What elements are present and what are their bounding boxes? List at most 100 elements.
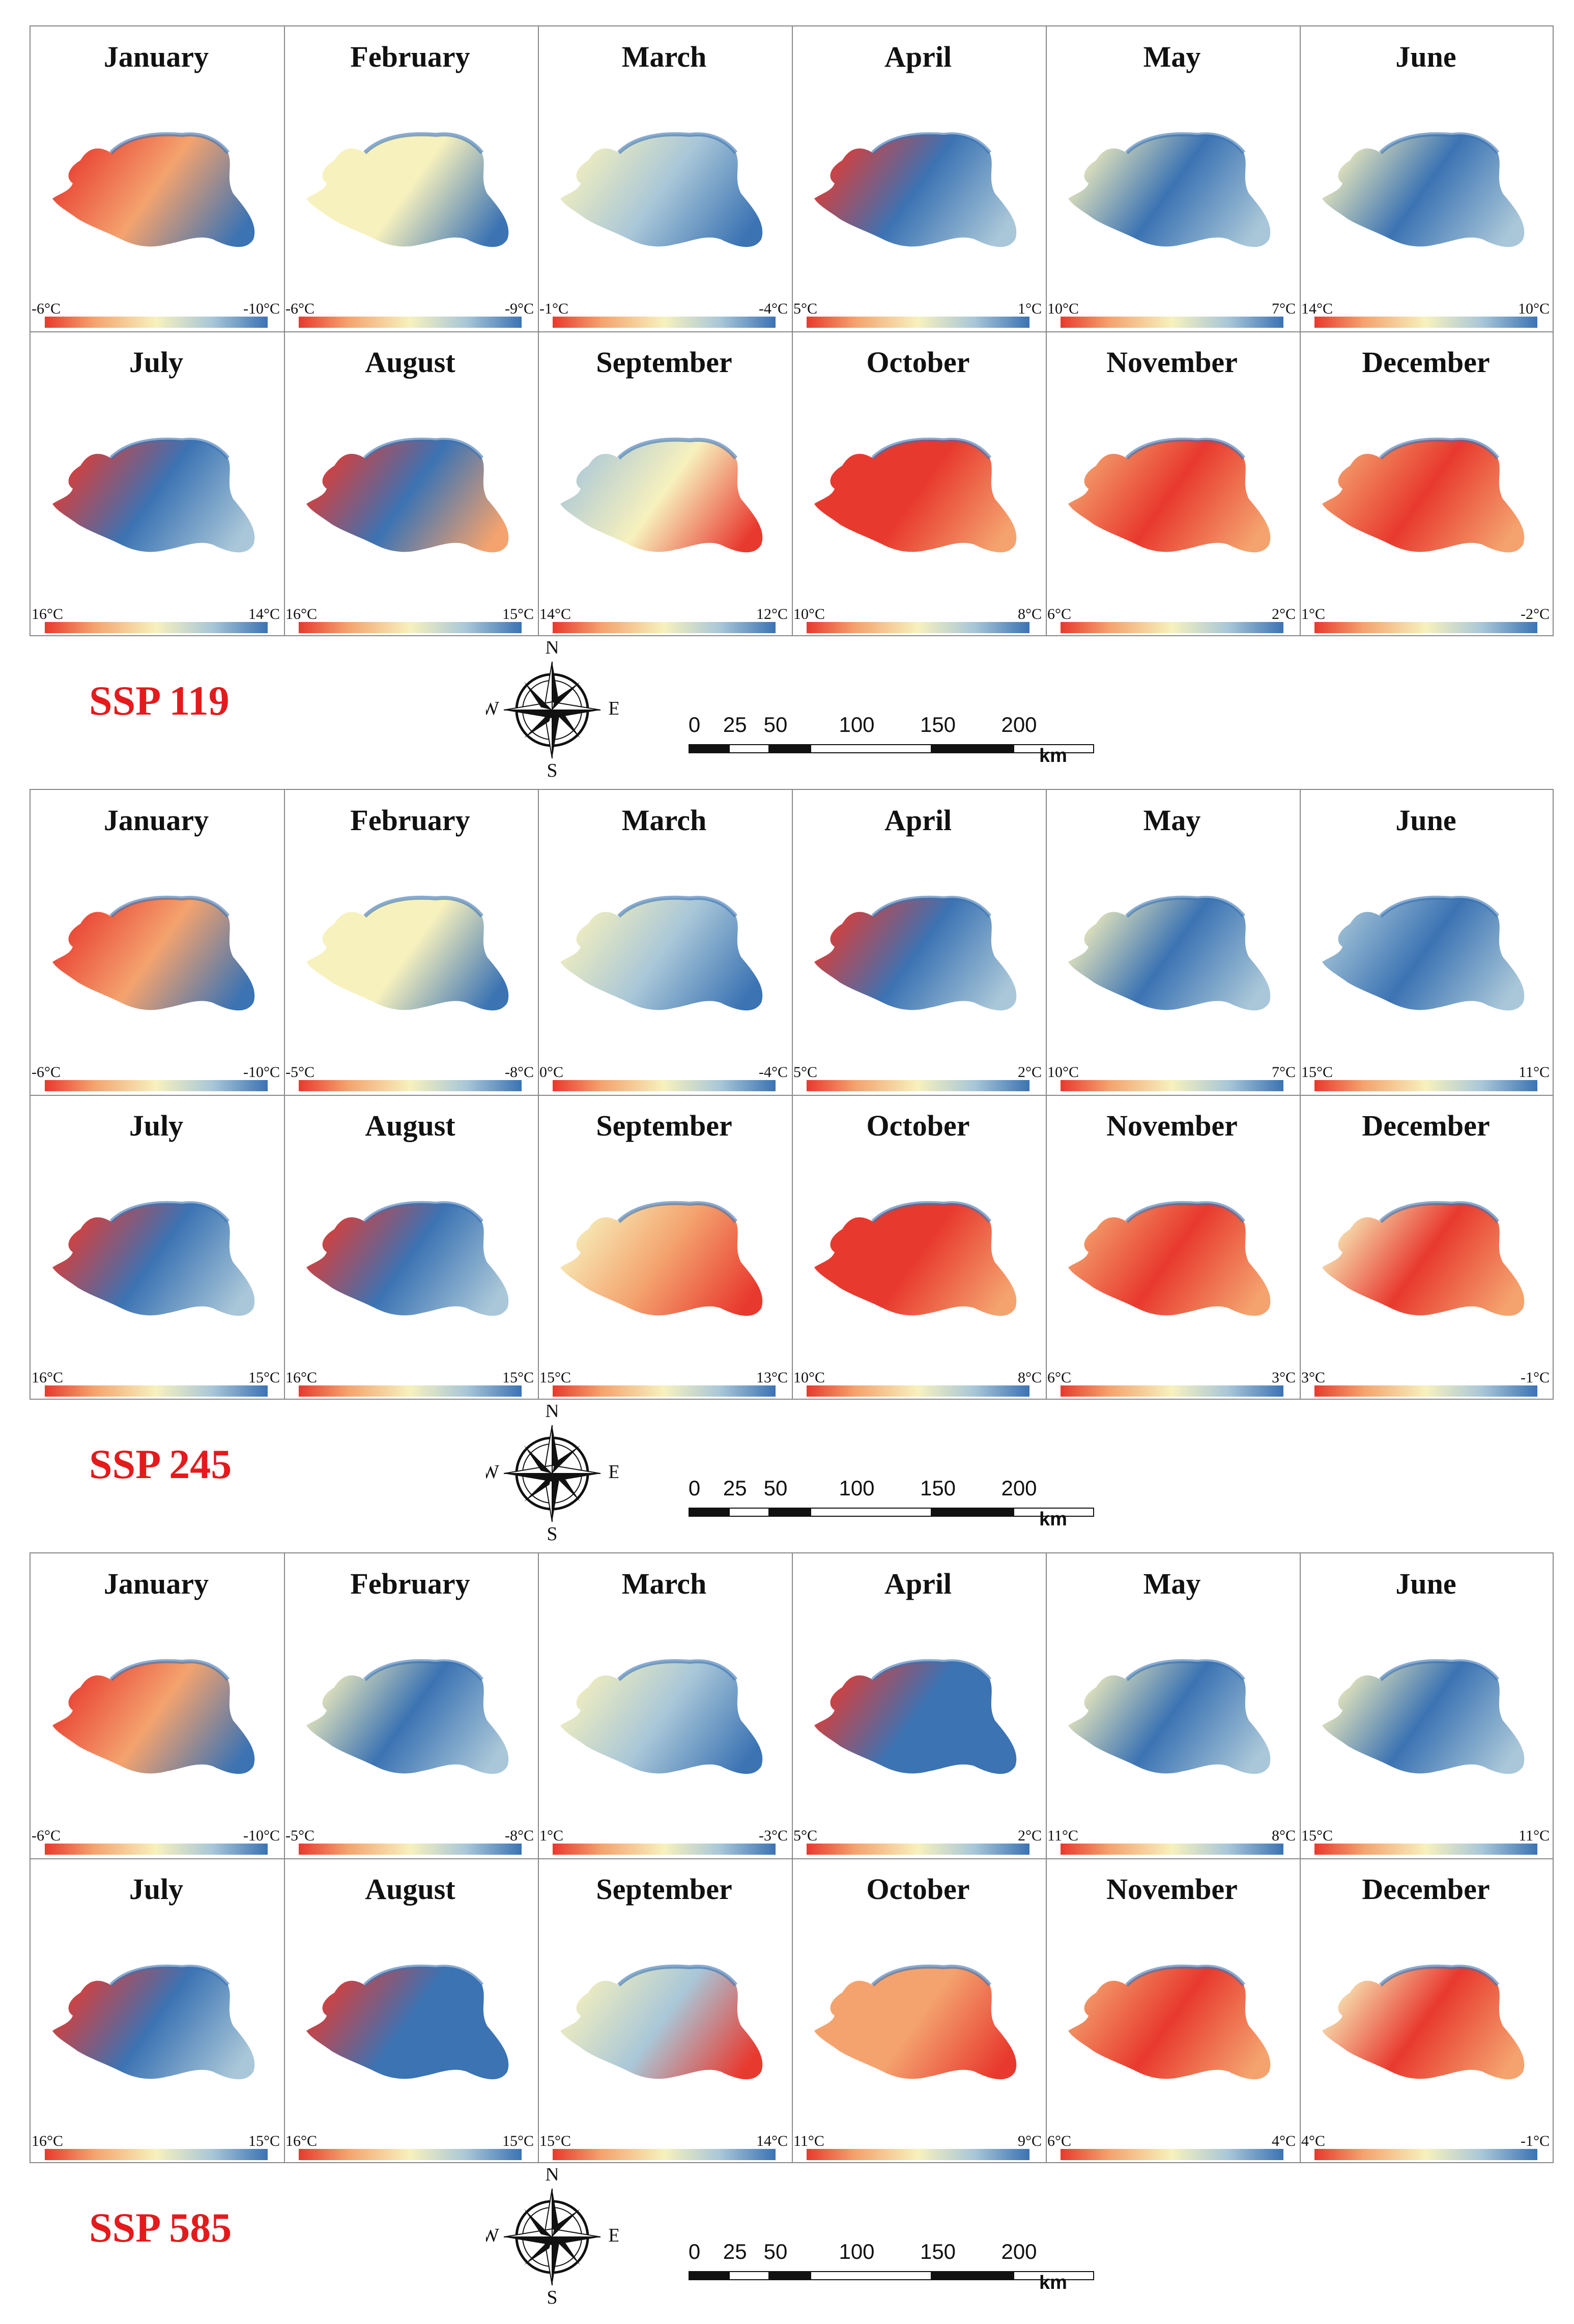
month-title: February: [350, 804, 470, 837]
scale-tick-label: 0: [688, 713, 701, 736]
legend-max-label: -9°C: [505, 300, 534, 317]
legend-min-label: -6°C: [32, 1827, 61, 1844]
month-panel: March 0°C -4°C: [537, 789, 791, 1094]
legend-min-label: 14°C: [1301, 300, 1333, 317]
lake-shape: [52, 134, 255, 247]
legend-color-bar: [299, 1844, 522, 1855]
legend-color-bar: [553, 317, 776, 328]
compass-point: [552, 1464, 601, 1474]
panel-grid: [30, 1552, 1554, 2163]
lake-north-shore: [363, 1964, 484, 1987]
lake-shape: [306, 897, 509, 1011]
lake-temperature-map: [52, 1201, 255, 1316]
lake-temperature-map: [560, 437, 763, 553]
legend-color-bar: [299, 1385, 522, 1397]
scale-tick-label: 200: [1001, 713, 1037, 736]
lake-temperature-map: [52, 1659, 255, 1774]
lake-north-shore: [109, 1201, 230, 1223]
legend-min-label: 16°C: [32, 1369, 64, 1386]
month-title: September: [596, 1109, 732, 1142]
grid-divider: [792, 26, 793, 635]
lake-temperature-map: [306, 1201, 509, 1316]
scale-tick-label: 25: [723, 1476, 747, 1500]
compass-letter-n: N: [545, 641, 559, 658]
lake-temperature-map: [1322, 132, 1525, 247]
legend-max-label: -1°C: [1521, 1369, 1550, 1386]
month-panel: August 16°C 15°C: [283, 1094, 537, 1400]
legend-color-bar: [553, 1385, 776, 1397]
north-arrow-compass: N E S W: [486, 1405, 618, 1542]
grid-divider: [538, 1553, 539, 2162]
legend-min-label: 10°C: [1047, 1064, 1079, 1081]
legend-max-label: -10°C: [243, 1827, 280, 1844]
compass-point: [524, 1473, 552, 1501]
month-panel: January -6°C -10°C: [30, 789, 283, 1094]
scale-tick-label: 150: [920, 1476, 956, 1500]
legend-max-label: -3°C: [759, 1827, 788, 1844]
compass-point: [552, 1473, 560, 1522]
compass-point: [524, 1446, 552, 1473]
lake-shape: [1322, 1661, 1525, 1774]
legend-color-bar: [807, 1844, 1029, 1855]
month-title: November: [1106, 1873, 1238, 1906]
legend-color-bar: [1314, 622, 1537, 633]
lake-shape: [306, 1661, 509, 1774]
scenario-block: January -6°C -10°C February -5°C -8°C March 0°C…: [0, 789, 1574, 1552]
month-panel: December 1°C -2°C: [1299, 331, 1553, 636]
scale-segment: [688, 2271, 729, 2280]
lake-shape: [814, 439, 1017, 553]
month-panel: September 15°C 14°C: [537, 1858, 791, 2163]
legend-max-label: -2°C: [1521, 606, 1550, 622]
lake-shape: [560, 1966, 763, 2080]
scale-tick-label: 50: [763, 2240, 788, 2263]
lake-shape: [306, 439, 509, 553]
scale-segment: [810, 1508, 932, 1517]
compass-point: [552, 682, 580, 710]
compass-point: [552, 1473, 580, 1501]
legend-min-label: 0°C: [539, 1064, 564, 1081]
lake-north-shore: [871, 132, 992, 154]
month-title: March: [621, 1567, 707, 1600]
lake-north-shore: [871, 1659, 992, 1681]
legend-max-label: 15°C: [502, 2133, 534, 2149]
legend-color-bar: [45, 317, 268, 328]
grid-divider: [1300, 26, 1301, 635]
month-panel: January -6°C -10°C: [30, 1552, 283, 1858]
lake-shape: [52, 1203, 255, 1316]
lake-temperature-map: [1322, 437, 1525, 553]
legend-min-label: 5°C: [793, 1827, 818, 1844]
month-panel: February -5°C -8°C: [283, 789, 537, 1094]
month-panel: April 5°C 2°C: [791, 1552, 1045, 1858]
legend-max-label: 15°C: [502, 606, 534, 622]
legend-max-label: 7°C: [1271, 1064, 1296, 1081]
scale-segment: [729, 2271, 769, 2280]
legend-color-bar: [807, 1080, 1029, 1091]
month-panel: December 4°C -1°C: [1299, 1858, 1553, 2163]
grid-divider: [1046, 26, 1047, 635]
month-panel: February -6°C -9°C: [283, 25, 537, 331]
legend-max-label: -10°C: [243, 1064, 280, 1081]
legend-min-label: 6°C: [1047, 606, 1072, 622]
compass-letter-w: W: [486, 698, 499, 719]
lake-shape: [814, 897, 1017, 1011]
lake-north-shore: [1379, 1201, 1500, 1223]
lake-temperature-map: [814, 437, 1017, 553]
lake-north-shore: [109, 437, 230, 460]
legend-max-label: 10°C: [1518, 300, 1550, 317]
grid-divider: [792, 790, 793, 1399]
lake-shape: [1068, 1966, 1271, 2080]
lake-north-shore: [1125, 132, 1246, 154]
legend-max-label: 8°C: [1017, 1369, 1042, 1386]
scale-tick-label: 50: [763, 713, 788, 736]
compass-letter-s: S: [547, 2287, 557, 2306]
legend-color-bar: [1314, 2149, 1537, 2160]
legend-color-bar: [45, 622, 268, 633]
compass-letter-w: W: [486, 2225, 499, 2246]
grid-divider: [1300, 790, 1301, 1399]
lake-north-shore: [363, 1659, 484, 1681]
lake-shape: [814, 1203, 1017, 1316]
scale-segment: [769, 2271, 810, 2280]
compass-point: [504, 710, 552, 718]
month-panel: July 16°C 14°C: [30, 331, 283, 636]
legend-min-label: -6°C: [285, 300, 314, 317]
